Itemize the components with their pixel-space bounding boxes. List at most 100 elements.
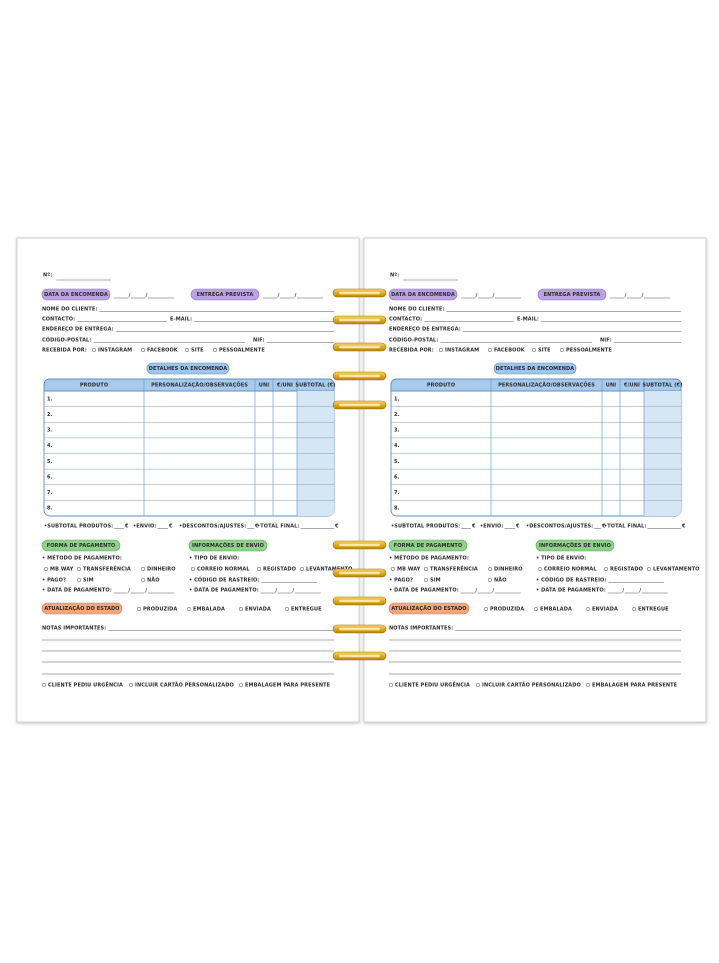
option-label: SITE: [538, 348, 551, 354]
total-label: •ENVIO:: [480, 524, 503, 530]
binding-ring-inner: [339, 318, 380, 322]
field-label: NIF:: [253, 338, 265, 344]
radio-option: [238, 606, 244, 612]
table-header-label: UNI: [606, 383, 616, 389]
binding-ring-inner: [339, 345, 380, 349]
radio-option: [256, 566, 262, 572]
option-label: ENVIADA: [245, 607, 271, 613]
option-label: CORREIO NORMAL: [544, 567, 597, 573]
table-header: [43, 378, 335, 392]
row-number: 2.: [394, 412, 400, 418]
currency-unit: €: [124, 524, 129, 530]
radio-option: [533, 606, 539, 612]
section-pill: [493, 362, 577, 375]
table-header-label: SUBTOTAL (€): [642, 383, 682, 389]
date-slash: /: [639, 588, 641, 594]
option-label: INSTAGRAM: [445, 348, 479, 354]
radio-option: [423, 566, 429, 572]
radio-option: [212, 347, 218, 353]
section-title: ENTREGA PREVISTA: [197, 292, 254, 298]
field-label: CÓDIGO-POSTAL:: [389, 337, 438, 344]
option-label: PESSOALMENTE: [219, 348, 265, 354]
option-label: MB WAY: [50, 567, 74, 573]
field-label: NOTAS IMPORTANTES:: [42, 626, 106, 632]
radio-option: [487, 577, 493, 583]
radio-option: [128, 682, 134, 688]
section-title: ATUALIZAÇÃO DO ESTADO: [391, 605, 466, 612]
option-label: DINHEIRO: [494, 567, 523, 573]
field-label: RECEBIDA POR:: [42, 348, 87, 354]
binding-ring-inner: [339, 543, 380, 547]
option-label: MB WAY: [397, 567, 421, 573]
option-label: EMBALAGEM PARA PRESENTE: [592, 683, 678, 689]
order-number-label: Nº:: [390, 273, 399, 279]
currency-unit: €: [471, 524, 476, 530]
binding-ring-inner: [339, 291, 380, 295]
field-label: CONTACTO:: [42, 317, 75, 323]
date-slash: /: [492, 588, 494, 594]
table-header-label: €/UNI: [623, 383, 640, 389]
section-pill: [388, 288, 458, 301]
field-label: E-MAIL:: [170, 317, 192, 323]
radio-option: [299, 566, 305, 572]
section-title: DATA DA ENCOMENDA: [391, 292, 455, 298]
row-number: 5.: [394, 459, 400, 465]
radio-option: [140, 566, 146, 572]
date-slash: /: [275, 588, 277, 594]
radio-option: [585, 682, 591, 688]
radio-option: [438, 347, 444, 353]
radio-option: [76, 566, 82, 572]
form-page: Nº: DATA DA ENCOMENDA / / ENTREGA PREVISTA / /…: [363, 237, 707, 723]
date-slash: /: [642, 293, 644, 299]
table-header-label: UNI: [259, 383, 269, 389]
option-label: CORREIO NORMAL: [197, 567, 250, 573]
section-pill: [535, 539, 615, 552]
radio-option: [91, 347, 97, 353]
section-title: DATA DA ENCOMENDA: [44, 292, 108, 298]
field-label: NOME DO CLIENTE:: [389, 307, 444, 313]
table-frame: [390, 378, 682, 517]
radio-option: [184, 347, 190, 353]
row-number: 6.: [47, 474, 53, 480]
row-number: 7.: [47, 490, 53, 496]
row-number: 3.: [394, 428, 400, 434]
row-number: 8.: [394, 506, 400, 512]
option-label: PRODUZIDA: [490, 607, 524, 613]
option-label: ENVIADA: [592, 607, 618, 613]
radio-option: [140, 577, 146, 583]
date-slash: /: [475, 588, 477, 594]
radio-option: [646, 566, 652, 572]
date-slash: /: [145, 588, 147, 594]
field-label: • DATA DE PAGAMENTO:: [189, 588, 259, 594]
row-number: 8.: [47, 506, 53, 512]
option-label: SITE: [191, 348, 204, 354]
table-frame: [43, 378, 335, 517]
option-label: NÃO: [147, 577, 160, 584]
section-title: ENTREGA PREVISTA: [544, 292, 601, 298]
section-title: DETALHES DA ENCOMENDA: [496, 366, 575, 372]
option-label: INCLUIR CARTÃO PERSONALIZADO: [482, 682, 581, 689]
radio-option: [41, 682, 47, 688]
field-label: NOME DO CLIENTE:: [42, 307, 97, 313]
option-label: INCLUIR CARTÃO PERSONALIZADO: [135, 682, 234, 689]
row-number: 1.: [47, 396, 53, 402]
table-header-label: PRODUTO: [80, 383, 108, 389]
section-title: ATUALIZAÇÃO DO ESTADO: [44, 605, 119, 612]
date-slash: /: [493, 293, 495, 299]
option-label: CLIENTE PEDIU URGÊNCIA: [48, 681, 123, 689]
row-number: 4.: [47, 443, 53, 449]
option-label: ENTREGUE: [638, 607, 669, 613]
date-slash: /: [476, 293, 478, 299]
radio-option: [537, 566, 543, 572]
date-slash: /: [622, 588, 624, 594]
radio-option: [475, 682, 481, 688]
table-header-label: €/UNI: [276, 383, 293, 389]
total-label: •SUBTOTAL PRODUTOS:: [44, 524, 113, 530]
section-title: FORMA DE PAGAMENTO: [47, 543, 116, 549]
currency-unit: €: [254, 524, 259, 530]
binding-ring-inner: [339, 571, 380, 575]
section-title: DETALHES DA ENCOMENDA: [149, 366, 228, 372]
table-header-label: PERSONALIZAÇÃO/OBSERVAÇÕES: [151, 382, 248, 389]
